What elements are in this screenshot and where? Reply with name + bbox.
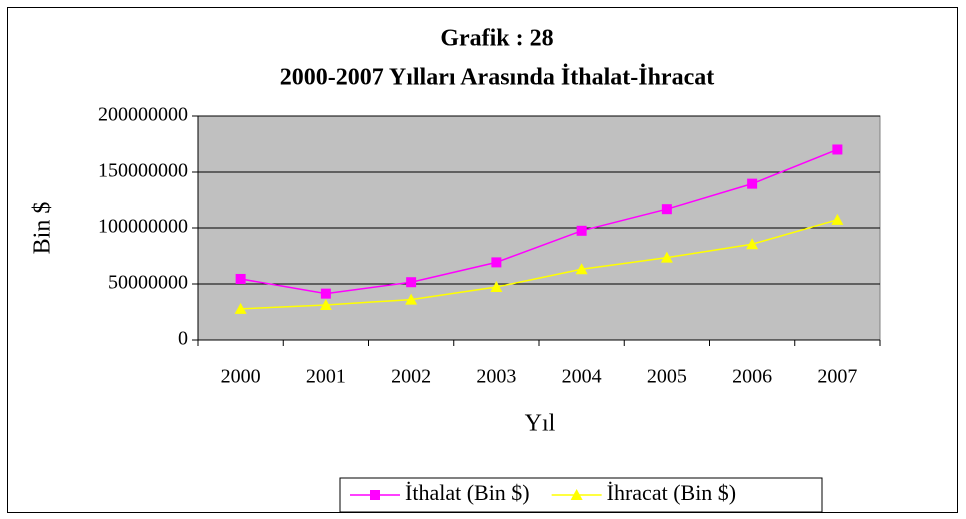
marker (576, 225, 587, 236)
y-tick-label: 50000000 (108, 272, 188, 294)
y-tick-label: 0 (178, 328, 188, 350)
marker (832, 144, 843, 155)
x-tick-label: 2003 (476, 366, 516, 388)
marker (831, 213, 844, 225)
y-tick-label: 150000000 (98, 160, 188, 182)
chart-subtitle: 2000-2007 Yılları Arasında İthalat-İhrac… (280, 65, 714, 91)
y-tick-label: 100000000 (98, 216, 188, 238)
y-tick-label: 200000000 (98, 104, 188, 126)
x-tick-label: 2005 (647, 366, 687, 388)
marker (660, 251, 673, 263)
legend: İthalat (Bin $) İhracat (Bin $) (339, 477, 823, 513)
x-tick-label: 2001 (306, 366, 346, 388)
x-tick-label: 2002 (391, 366, 431, 388)
marker (746, 238, 759, 250)
x-axis-label: Yıl (525, 411, 556, 437)
marker (405, 293, 418, 305)
x-tick-label: 2004 (562, 366, 602, 388)
x-tick-label: 2000 (221, 366, 261, 388)
legend-marker (570, 489, 583, 500)
marker (406, 277, 417, 288)
marker (490, 281, 503, 293)
chart-title: Grafik : 28 (440, 26, 553, 52)
marker (319, 298, 332, 310)
series-line (240, 219, 838, 310)
marker (320, 288, 331, 299)
marker (575, 263, 588, 275)
legend-label: İhracat (Bin $) (607, 480, 737, 505)
legend-label: İthalat (Bin $) (405, 480, 530, 505)
marker (491, 257, 502, 268)
marker (234, 302, 247, 314)
x-tick-label: 2007 (817, 366, 857, 388)
x-tick-label: 2006 (732, 366, 772, 388)
marker (235, 273, 246, 284)
marker (661, 204, 672, 215)
y-axis-label: Bin $ (30, 202, 56, 255)
marker (747, 178, 758, 189)
legend-marker (370, 490, 380, 500)
series-line (240, 148, 838, 295)
